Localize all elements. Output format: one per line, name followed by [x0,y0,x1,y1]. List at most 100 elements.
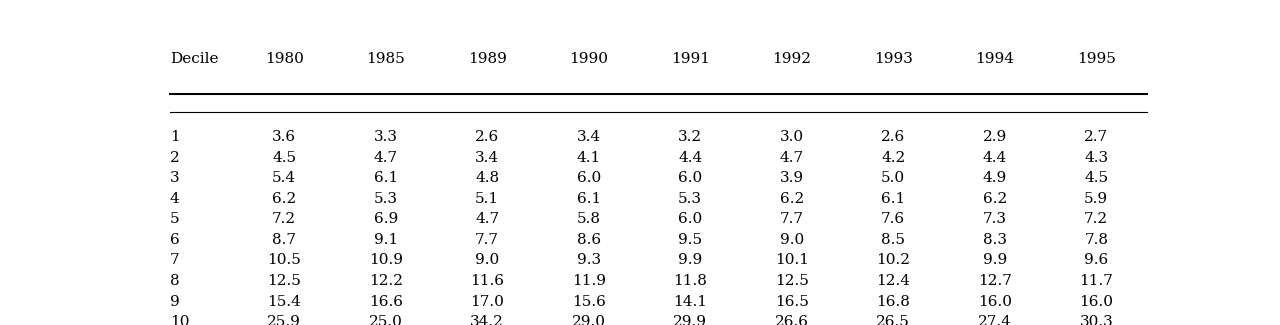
Text: 3.0: 3.0 [780,130,804,144]
Text: 6.1: 6.1 [881,192,905,206]
Text: 34.2: 34.2 [470,315,504,325]
Text: 9.9: 9.9 [983,254,1007,267]
Text: 8: 8 [170,274,179,288]
Text: 10.9: 10.9 [369,254,403,267]
Text: 5.9: 5.9 [1084,192,1108,206]
Text: 9.5: 9.5 [678,233,703,247]
Text: 8.5: 8.5 [881,233,905,247]
Text: 7.3: 7.3 [983,213,1007,227]
Text: 16.0: 16.0 [1079,294,1114,308]
Text: 2.6: 2.6 [881,130,905,144]
Text: 5.3: 5.3 [374,192,398,206]
Text: 4: 4 [170,192,179,206]
Text: 16.6: 16.6 [369,294,403,308]
Text: 6.2: 6.2 [983,192,1007,206]
Text: 11.6: 11.6 [470,274,504,288]
Text: 6.0: 6.0 [678,213,703,227]
Text: 8.3: 8.3 [983,233,1007,247]
Text: 7.2: 7.2 [1084,213,1108,227]
Text: 1990: 1990 [570,52,608,66]
Text: 4.9: 4.9 [983,171,1007,185]
Text: 2.6: 2.6 [475,130,499,144]
Text: 5.1: 5.1 [475,192,499,206]
Text: 16.8: 16.8 [877,294,910,308]
Text: 6: 6 [170,233,179,247]
Text: 12.2: 12.2 [369,274,403,288]
Text: 9.3: 9.3 [576,254,600,267]
Text: 6.9: 6.9 [374,213,398,227]
Text: 7.2: 7.2 [273,213,296,227]
Text: 5.0: 5.0 [881,171,905,185]
Text: 7.7: 7.7 [475,233,499,247]
Text: 2.7: 2.7 [1084,130,1108,144]
Text: 12.5: 12.5 [774,274,809,288]
Text: 9.1: 9.1 [374,233,398,247]
Text: 5.8: 5.8 [577,213,600,227]
Text: 7.7: 7.7 [780,213,804,227]
Text: 6.2: 6.2 [780,192,804,206]
Text: 9.6: 9.6 [1084,254,1108,267]
Text: 27.4: 27.4 [978,315,1011,325]
Text: 12.4: 12.4 [877,274,910,288]
Text: 14.1: 14.1 [673,294,708,308]
Text: 10.2: 10.2 [877,254,910,267]
Text: 7.8: 7.8 [1084,233,1108,247]
Text: 26.5: 26.5 [877,315,910,325]
Text: 29.9: 29.9 [673,315,708,325]
Text: 1991: 1991 [671,52,709,66]
Text: 6.0: 6.0 [678,171,703,185]
Text: 9.0: 9.0 [780,233,804,247]
Text: 25.0: 25.0 [369,315,403,325]
Text: 15.4: 15.4 [268,294,301,308]
Text: Decile: Decile [170,52,219,66]
Text: 9: 9 [170,294,179,308]
Text: 12.7: 12.7 [978,274,1011,288]
Text: 6.1: 6.1 [576,192,600,206]
Text: 1992: 1992 [772,52,812,66]
Text: 1994: 1994 [975,52,1014,66]
Text: 8.7: 8.7 [273,233,296,247]
Text: 1: 1 [170,130,179,144]
Text: 4.4: 4.4 [983,151,1007,165]
Text: 26.6: 26.6 [774,315,809,325]
Text: 10.5: 10.5 [268,254,301,267]
Text: 4.5: 4.5 [273,151,296,165]
Text: 4.8: 4.8 [475,171,499,185]
Text: 6.1: 6.1 [374,171,398,185]
Text: 3: 3 [170,171,179,185]
Text: 1989: 1989 [467,52,507,66]
Text: 1985: 1985 [366,52,404,66]
Text: 8.6: 8.6 [576,233,600,247]
Text: 4.5: 4.5 [1084,171,1108,185]
Text: 3.9: 3.9 [780,171,804,185]
Text: 9.0: 9.0 [475,254,499,267]
Text: 4.7: 4.7 [475,213,499,227]
Text: 1993: 1993 [874,52,913,66]
Text: 3.2: 3.2 [678,130,703,144]
Text: 17.0: 17.0 [470,294,504,308]
Text: 1980: 1980 [265,52,303,66]
Text: 11.8: 11.8 [673,274,707,288]
Text: 3.6: 3.6 [273,130,296,144]
Text: 6.2: 6.2 [273,192,296,206]
Text: 10.1: 10.1 [774,254,809,267]
Text: 2.9: 2.9 [983,130,1007,144]
Text: 3.4: 3.4 [576,130,600,144]
Text: 11.9: 11.9 [572,274,605,288]
Text: 1995: 1995 [1076,52,1116,66]
Text: 4.3: 4.3 [1084,151,1108,165]
Text: 16.5: 16.5 [774,294,809,308]
Text: 30.3: 30.3 [1079,315,1114,325]
Text: 29.0: 29.0 [572,315,605,325]
Text: 16.0: 16.0 [978,294,1011,308]
Text: 4.4: 4.4 [678,151,703,165]
Text: 3.4: 3.4 [475,151,499,165]
Text: 7.6: 7.6 [881,213,905,227]
Text: 9.9: 9.9 [678,254,703,267]
Text: 4.7: 4.7 [374,151,398,165]
Text: 5.3: 5.3 [678,192,703,206]
Text: 4.7: 4.7 [780,151,804,165]
Text: 4.1: 4.1 [576,151,600,165]
Text: 12.5: 12.5 [268,274,301,288]
Text: 25.9: 25.9 [268,315,301,325]
